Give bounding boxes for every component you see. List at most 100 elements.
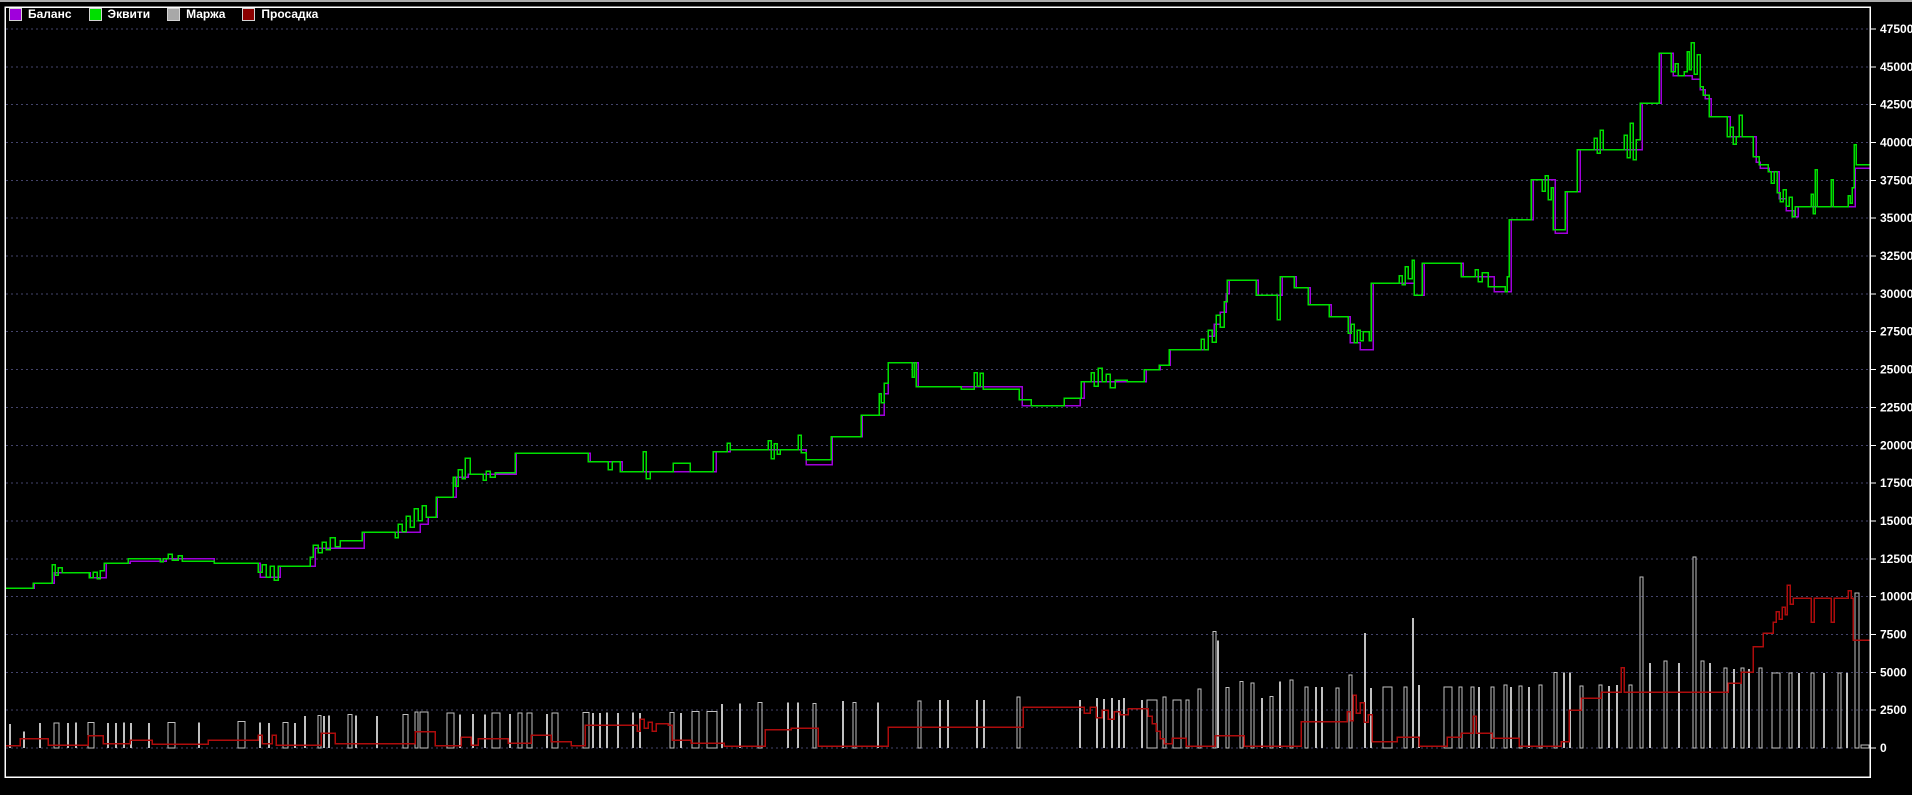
axis-tick-label: 47500 (1880, 22, 1912, 36)
margin-bar (1758, 667, 1763, 749)
margin-bar (1639, 576, 1644, 749)
margin-bar (1579, 685, 1584, 749)
margin-bar (1503, 684, 1508, 749)
axis-tick-label: 25000 (1880, 363, 1912, 377)
margin-bar (1518, 685, 1523, 749)
margin-bar (1172, 699, 1182, 749)
legend-item-drawdown: Просадка (242, 8, 318, 21)
margin-bar (1212, 631, 1217, 749)
margin-bar (1304, 686, 1309, 749)
margin-bar (1250, 682, 1255, 749)
margin-bar (1692, 556, 1697, 749)
margin-bar (917, 700, 922, 749)
axis-tick-label: 27500 (1880, 325, 1912, 339)
margin-bar (517, 712, 523, 749)
margin-bar (1382, 686, 1393, 749)
equity-line (5, 42, 1870, 589)
axis-tick-label: 7500 (1880, 627, 1907, 641)
legend-item-margin: Маржа (167, 8, 225, 21)
margin-bar (1269, 696, 1274, 749)
margin-bar (691, 711, 700, 749)
axis-tick-label: 40000 (1880, 136, 1912, 150)
margin-bar (582, 711, 590, 749)
chart-frame (4, 6, 1871, 778)
margin-bar (1723, 667, 1728, 749)
margin-bar (419, 711, 429, 749)
axis-tick-label: 35000 (1880, 211, 1912, 225)
margin-bar (1470, 686, 1475, 749)
window-top-edge (0, 0, 1912, 2)
drawdown-swatch (242, 8, 256, 21)
margin-bar (1225, 686, 1230, 749)
margin-bar (87, 721, 95, 749)
margin-bar (1197, 688, 1202, 749)
axis-tick-label: 0 (1880, 741, 1887, 755)
margin-bar (1788, 672, 1793, 749)
margin-bar (1490, 686, 1495, 749)
margin-bar (282, 721, 289, 749)
axis-tick-label: 15000 (1880, 514, 1912, 528)
legend-label-equity: Эквити (107, 7, 151, 21)
margin-bar (1538, 684, 1543, 749)
margin-bar (1162, 696, 1167, 749)
margin-bar (1185, 699, 1190, 749)
margin-bar (317, 714, 322, 749)
margin-bar (551, 712, 559, 749)
margin-bar (491, 712, 501, 749)
axis-tick-label: 17500 (1880, 476, 1912, 490)
margin-bar (1740, 667, 1745, 749)
margin-bar (1810, 672, 1815, 749)
drawdown-line (5, 584, 1870, 747)
margin-bar (812, 702, 817, 749)
margin-bar (347, 714, 353, 749)
margin-bar (757, 702, 763, 749)
margin-swatch (167, 8, 181, 21)
margin-bar (53, 722, 60, 749)
chart-legend: Баланс Эквити Маржа Просадка (9, 8, 318, 21)
axis-tick-label: 32500 (1880, 249, 1912, 263)
axis-tick-label: 30000 (1880, 287, 1912, 301)
axis-tick-label: 45000 (1880, 60, 1912, 74)
margin-bar (1335, 687, 1340, 749)
margin-bar (1403, 686, 1408, 749)
margin-bar (1598, 684, 1603, 749)
axis-tick-label: 2500 (1880, 703, 1907, 717)
axis-tick-label: 20000 (1880, 438, 1912, 452)
legend-item-equity: Эквити (88, 7, 151, 21)
margin-bar (1553, 671, 1558, 749)
margin-bar (852, 702, 857, 749)
axis-tick-label: 10000 (1880, 590, 1912, 604)
margin-bar (526, 712, 533, 749)
margin-bar (1239, 680, 1244, 749)
axis-tick-label: 5000 (1880, 665, 1907, 679)
margin-bar (1443, 686, 1453, 749)
margin-bar (1854, 592, 1860, 749)
margin-bar (1663, 660, 1668, 749)
margin-bar (1016, 696, 1021, 749)
margin-bar (1289, 679, 1294, 749)
legend-label-drawdown: Просадка (261, 7, 319, 21)
margin-bar (402, 714, 409, 749)
margin-bar (1458, 686, 1463, 749)
legend-label-margin: Маржа (186, 7, 226, 21)
axis-tick-label: 22500 (1880, 400, 1912, 414)
margin-bar (167, 721, 176, 749)
margin-bar (1146, 699, 1158, 749)
margin-bar (1860, 744, 1870, 749)
margin-bar (1700, 660, 1705, 749)
margin-bar (1771, 672, 1781, 749)
margin-bar (669, 711, 675, 749)
margin-bar (706, 711, 718, 749)
margin-bar (237, 721, 246, 749)
axis-tick-label: 12500 (1880, 552, 1912, 566)
axis-tick-label: 37500 (1880, 173, 1912, 187)
balance-swatch (9, 8, 22, 21)
margin-bar (446, 712, 455, 749)
axis-tick-label: 42500 (1880, 98, 1912, 112)
margin-bar (1628, 684, 1633, 749)
margin-bar (1837, 672, 1842, 749)
margin-bar (414, 711, 419, 749)
legend-label-balance: Баланс (28, 7, 72, 21)
